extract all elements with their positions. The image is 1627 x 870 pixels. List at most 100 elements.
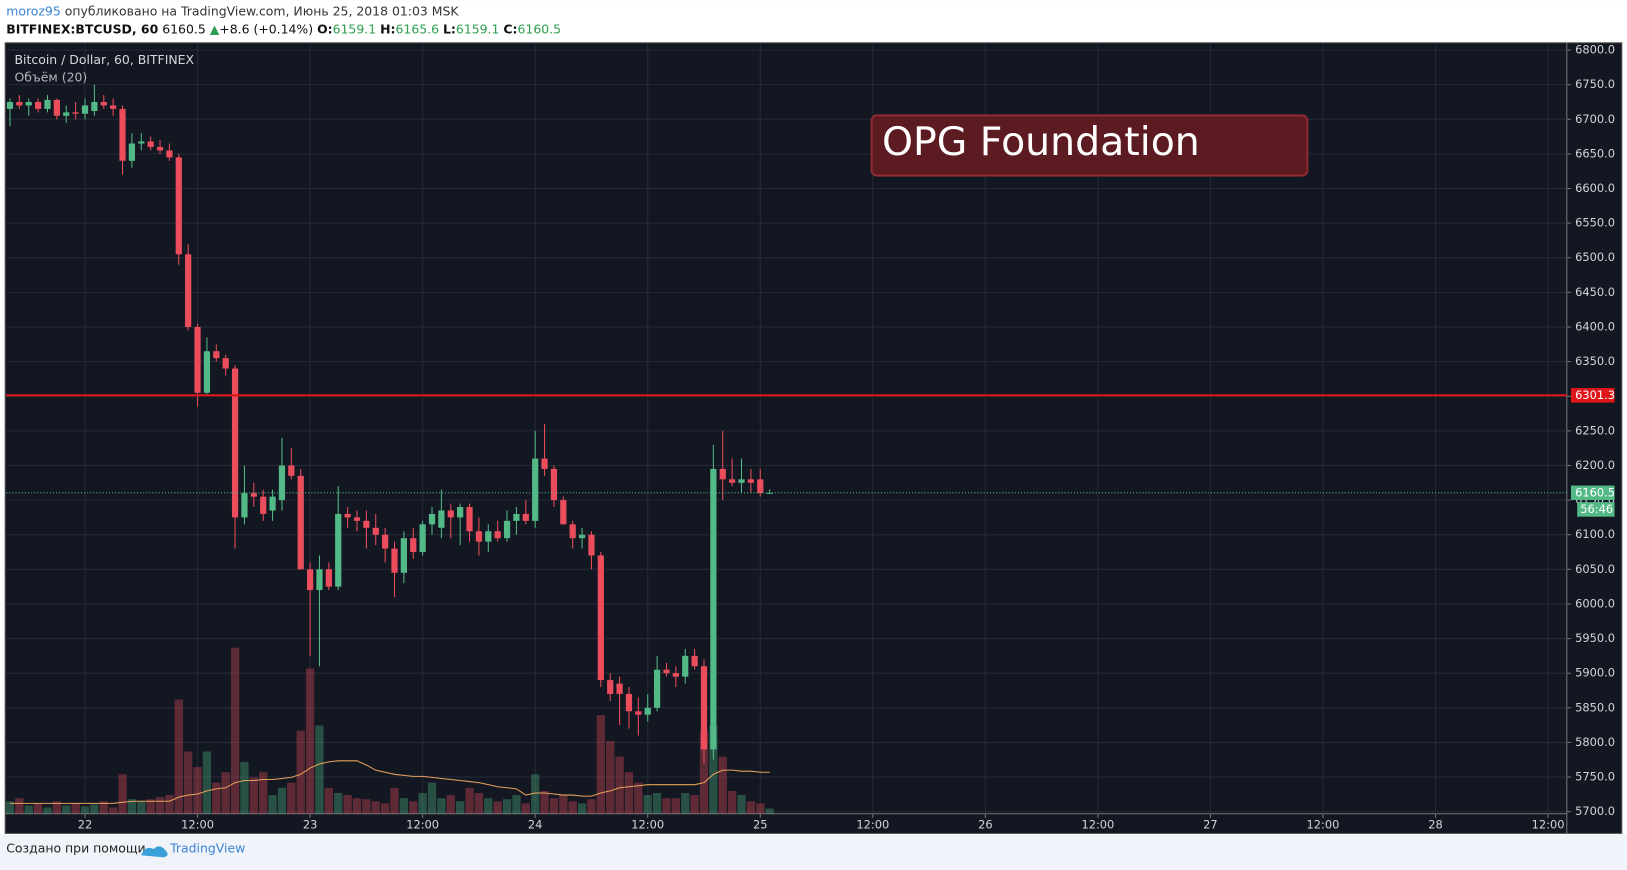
candle-body — [316, 569, 323, 591]
volume-bar — [184, 751, 193, 814]
volume-bar — [737, 795, 746, 814]
y-tick-label: 6700.0 — [1575, 112, 1615, 126]
symbol: BITFINEX:BTCUSD, 60 — [6, 21, 158, 36]
x-tick-label: 22 — [78, 818, 93, 832]
countdown-bg — [1577, 502, 1615, 517]
volume-bar — [137, 801, 146, 814]
candle-body — [63, 112, 70, 116]
volume-bar — [465, 787, 474, 814]
volume-bar — [80, 806, 90, 814]
high-label: H: — [380, 21, 395, 36]
level-label-bg — [1570, 388, 1615, 403]
candle-body — [438, 510, 445, 528]
candle-body — [691, 655, 698, 667]
volume-bar — [756, 803, 765, 814]
candle-body — [729, 479, 736, 483]
volume-bar — [437, 798, 446, 814]
candle-body — [391, 548, 398, 573]
volume-bar — [230, 647, 240, 814]
volume-bar — [33, 803, 43, 814]
volume-bar — [727, 790, 737, 814]
candle-body — [578, 534, 586, 539]
volume-bar — [221, 772, 230, 814]
x-tick-label: 23 — [303, 818, 318, 832]
candle-body — [747, 479, 754, 483]
volume-ma — [9, 760, 770, 804]
volume-bar — [709, 725, 718, 814]
volume-bar — [662, 798, 671, 814]
user[interactable]: moroz95 — [6, 3, 61, 18]
volume-bar — [587, 799, 596, 814]
volume-bar — [615, 756, 624, 814]
plot-area — [4, 42, 1623, 834]
candle-body — [400, 538, 407, 573]
volume-bar — [371, 801, 380, 814]
candle-body — [428, 513, 436, 525]
x-tick-label: 27 — [1203, 818, 1218, 832]
candle-body — [81, 105, 89, 114]
x-tick-label: 12:00 — [181, 818, 214, 832]
close: 6160.5 — [518, 21, 562, 36]
candle-body — [44, 99, 51, 109]
price: 6160.5 — [162, 21, 206, 36]
close-label: C: — [503, 21, 517, 36]
change: +8.6 (+0.14%) — [219, 21, 313, 36]
candle-body — [513, 513, 520, 521]
x-tick-label: 12:00 — [1532, 818, 1565, 832]
level-label: 6301.3 — [1575, 388, 1615, 402]
candle-body — [672, 673, 679, 677]
volume-bar — [455, 801, 465, 814]
candle-body — [194, 326, 201, 393]
volume-bar — [268, 795, 277, 814]
volume-bar — [493, 801, 502, 814]
candle-body — [231, 368, 239, 518]
x-tick-label: 28 — [1428, 818, 1443, 832]
candle-body — [306, 569, 314, 591]
volume-bar — [521, 803, 530, 814]
candle-body — [353, 517, 361, 521]
volume-bar — [108, 807, 118, 814]
footer-brand[interactable]: TradingView — [169, 841, 245, 856]
x-tick-label: 12:00 — [631, 818, 664, 832]
candle-body — [410, 538, 417, 553]
volume-bar — [287, 782, 296, 814]
volume-bar — [446, 795, 455, 814]
candle-body — [34, 101, 42, 109]
volume-bar — [52, 801, 62, 814]
candle-body — [119, 108, 126, 161]
volume-bar — [193, 767, 202, 814]
volume-bar — [568, 801, 577, 814]
candle-body — [175, 157, 182, 255]
y-tick-label: 5950.0 — [1575, 631, 1615, 645]
annotation: OPG Foundation — [882, 119, 1200, 165]
legend-volume: Объём (20) — [15, 70, 88, 85]
x-tick-label: 24 — [528, 818, 543, 832]
candle-body — [607, 680, 614, 694]
volume-bar — [165, 795, 174, 814]
candle-body — [419, 524, 426, 553]
volume-bar — [765, 808, 774, 814]
candle-body — [719, 468, 726, 480]
volume-bar — [277, 787, 287, 814]
candle-body — [550, 468, 558, 501]
y-tick-label: 5850.0 — [1575, 700, 1615, 714]
volume-bar — [549, 798, 559, 814]
volume-bar — [531, 774, 540, 814]
candle-body — [682, 655, 689, 677]
volume-bar — [5, 801, 15, 814]
x-tick-label: 12:00 — [406, 818, 439, 832]
candle-body — [344, 513, 351, 518]
candle-body — [110, 105, 117, 109]
candle-body — [335, 513, 342, 587]
volume-bar — [399, 798, 409, 814]
candle-body — [738, 479, 745, 483]
candle-body — [635, 711, 642, 715]
candle-body — [466, 507, 473, 532]
y-tick-label: 6000.0 — [1575, 596, 1615, 610]
candle-body — [382, 534, 389, 549]
volume-bar — [718, 756, 727, 814]
volume-bar — [212, 782, 221, 814]
candle-body — [241, 493, 248, 518]
y-tick-label: 6250.0 — [1575, 423, 1615, 437]
